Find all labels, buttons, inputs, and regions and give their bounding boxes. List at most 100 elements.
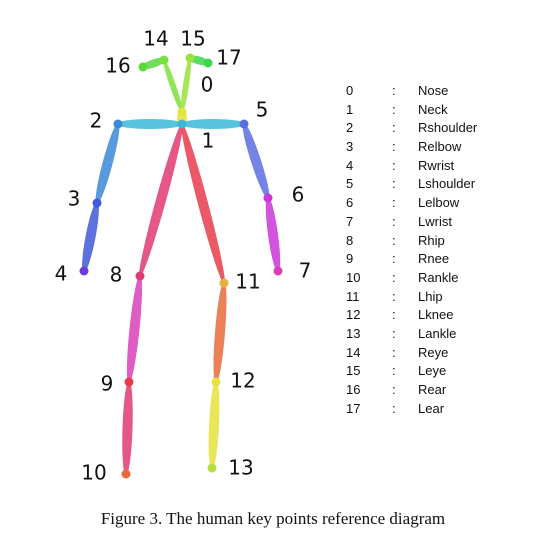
legend-index: 10 [346,269,361,285]
legend-row: 3: Relbow [346,138,536,157]
keypoint-label-16: 16 [105,54,130,78]
legend-row: 6: Lelbow [346,194,536,213]
limb-1-11 [180,122,226,285]
keypoint-label-17: 17 [216,46,241,70]
legend-name: Nose [418,83,449,98]
legend-name: Lshoulder [418,176,476,192]
keypoint-label-12: 12 [230,369,255,393]
keypoint-label-9: 9 [101,372,114,396]
legend-index: 17 [346,400,361,416]
legend-row: 16: Rear [346,381,536,400]
legend-row: 8: Rhip [346,232,536,251]
legend-row: 11: Lhip [346,288,536,307]
keypoint-figure: 0 1 2 3 4 5 6 7 8 9 10 11 12 13 14 15 16 17 0: Nose 1: Neck 2… [55,27,536,485]
legend-row: 10: Rankle [346,269,536,288]
legend-name: Rhip [418,232,445,248]
legend-index: 15 [346,363,361,379]
joint-9 [124,377,134,387]
keypoint-label-3: 3 [68,187,81,211]
keypoint-label-5: 5 [256,98,269,122]
legend-separator: : [392,195,396,211]
keypoint-label-8: 8 [110,263,123,287]
limb-5-6 [242,122,270,200]
joint-4 [79,266,89,276]
joint-11 [219,278,229,288]
limb-0-15 [180,56,192,114]
legend-separator: : [392,325,396,341]
legend-separator: : [392,213,396,229]
skeleton-joints [79,53,283,479]
legend-name: Lankle [418,325,457,341]
keypoint-label-10: 10 [81,461,106,485]
legend-name: Rnee [418,251,450,267]
legend-name: Neck [418,101,448,117]
legend-row: 9: Rnee [346,250,536,269]
legend-separator: : [392,120,396,136]
legend-separator: : [392,288,396,304]
joint-16 [138,62,148,72]
legend-index: 0 [346,83,354,98]
legend-separator: : [392,139,396,155]
legend-separator: : [392,157,396,173]
joint-15 [185,53,195,63]
legend-row: 7: Lwrist [346,213,536,232]
legend-row: 5: Lshoulder [346,175,536,194]
joint-8 [135,271,145,281]
legend-row: 12: Lknee [346,306,536,325]
joint-17 [203,58,213,68]
legend-index: 1 [346,101,354,117]
keypoint-label-2: 2 [90,109,103,133]
legend-index: 11 [346,288,360,304]
legend-index: 4 [346,157,354,173]
keypoint-label-0: 0 [201,73,214,97]
joint-5 [239,119,249,129]
limb-1-2 [116,119,184,129]
legend-name: Leye [418,363,447,379]
legend-name: Lear [418,400,445,416]
limb-3-4 [82,201,99,273]
legend-separator: : [392,363,396,379]
legend-separator: : [392,101,396,117]
legend-index: 3 [346,139,354,155]
legend-name: Lhip [418,288,443,304]
joint-7 [273,266,283,276]
legend-index: 2 [346,120,354,136]
legend-name: Lelbow [418,195,460,211]
legend-row: 0: Nose [346,82,536,101]
legend-index: 6 [346,195,354,211]
legend-row: 14: Reye [346,344,536,363]
legend-separator: : [392,344,396,360]
legend-index: 9 [346,251,354,267]
legend-name: Rankle [418,269,459,285]
legend-separator: : [392,307,396,323]
legend-separator: : [392,83,396,98]
joint-12 [211,377,221,387]
keypoint-legend: 0: Nose 1: Neck 2: Rshoulder 3: Relbow 4: Rwrist 5… [346,82,536,418]
legend-name: Rshoulder [418,120,478,136]
keypoint-label-14: 14 [143,27,168,51]
limb-2-3 [95,122,120,205]
limb-0-14 [162,58,184,114]
limb-9-10 [122,380,133,476]
legend-name: Reye [418,344,449,360]
joint-6 [263,193,273,203]
limb-12-13 [208,380,220,470]
legend-row: 13: Lankle [346,325,536,344]
legend-row: 17: Lear [346,400,536,419]
keypoint-label-11: 11 [235,270,260,294]
legend-separator: : [392,176,396,192]
keypoint-label-6: 6 [292,183,305,207]
skeleton-limbs [82,55,281,476]
legend-index: 16 [346,382,361,397]
limb-11-12 [213,281,227,384]
keypoint-label-1: 1 [202,129,215,153]
keypoint-label-13: 13 [228,456,253,480]
keypoint-label-7: 7 [299,259,312,283]
legend-separator: : [392,269,396,285]
legend-separator: : [392,382,396,397]
legend-name: Rear [418,382,447,397]
limb-8-9 [126,274,143,384]
legend-name: Rwrist [418,157,455,173]
